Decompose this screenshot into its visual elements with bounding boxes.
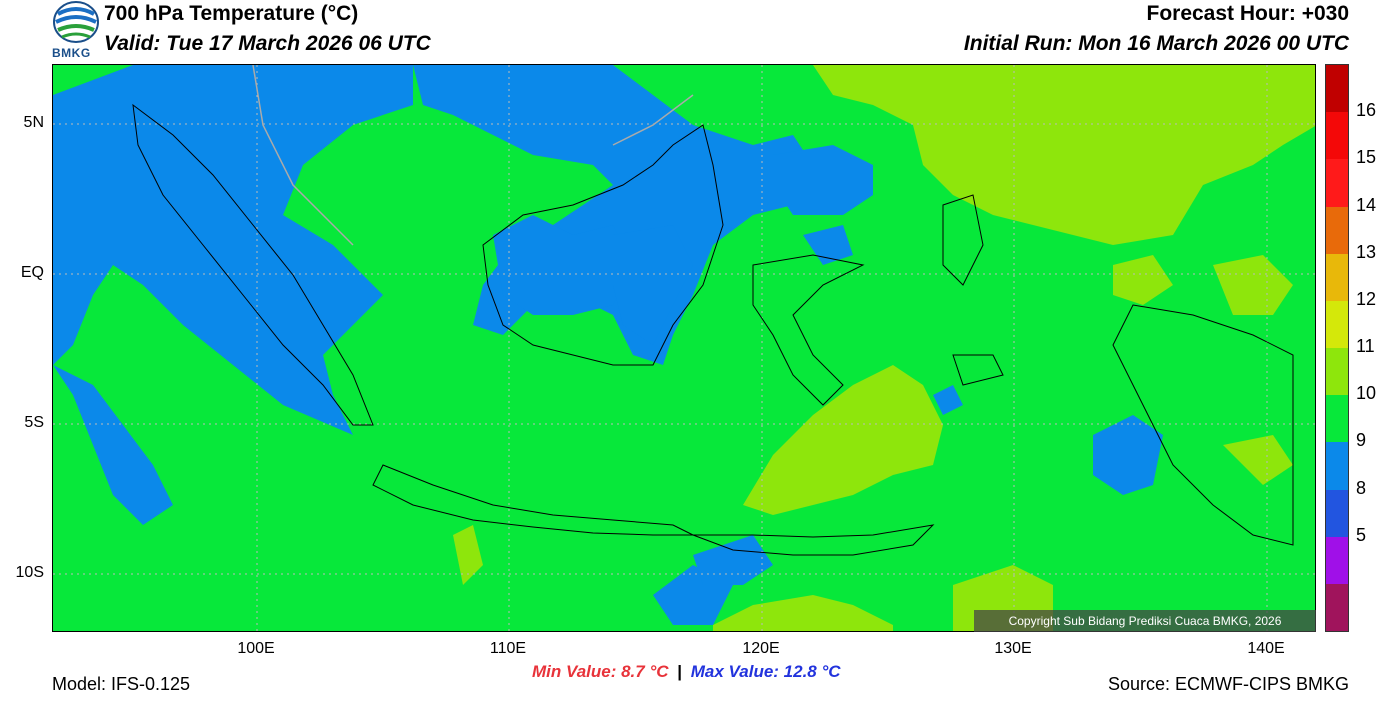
source-label: Source: ECMWF-CIPS BMKG [1107,674,1349,694]
valid-time: Valid: Tue 17 March 2026 06 UTC [104,32,431,55]
lon-label-130e: 130E [994,640,1032,657]
lat-label-eq: EQ [20,264,44,281]
gridlines [53,65,1315,631]
colorbar-segment [1326,442,1348,490]
colorbar-label: 15 [1356,147,1377,168]
initial-run: Initial Run: Mon 16 March 2026 00 UTC [963,32,1349,55]
colorbar-segment [1326,253,1348,302]
lat-label-10s: 10S [15,564,44,581]
lon-label-140e: 140E [1247,640,1285,657]
temperature-map [52,64,1316,632]
forecast-hour: Forecast Hour: +030 [1146,2,1350,25]
lon-label-120e: 120E [742,640,780,657]
min-max-values: Min Value: 8.7 °C | Max Value: 12.8 °C [532,662,841,682]
logo-text: BMKG [52,46,91,60]
colorbar-label: 10 [1356,383,1377,404]
colorbar [1325,64,1349,632]
model-label: Model: IFS-0.125 [52,674,191,694]
colorbar-segment [1326,112,1348,160]
min-max-separator: | [677,662,683,681]
colorbar-label: 12 [1356,288,1377,309]
colorbar-segment [1326,159,1348,207]
colorbar-segment [1326,489,1348,538]
colorbar-segment [1326,583,1348,632]
min-value: Min Value: 8.7 °C [532,662,669,681]
colorbar-label: 8 [1356,477,1367,498]
colorbar-segment [1326,395,1348,443]
colorbar-label: 16 [1356,100,1377,121]
bmkg-logo [50,0,102,62]
lat-label-5s: 5S [24,414,44,431]
colorbar-segment [1326,65,1348,113]
coastlines [132,65,1294,556]
colorbar-segment [1326,300,1348,349]
copyright-notice: Copyright Sub Bidang Prediksi Cuaca BMKG… [974,610,1316,632]
colorbar-segment [1326,536,1348,585]
max-value: Max Value: 12.8 °C [690,662,841,681]
colorbar-label: 9 [1356,430,1367,451]
colorbar-label: 13 [1356,241,1377,262]
colorbar-label: 11 [1356,336,1375,356]
map-canvas [53,65,1315,631]
colorbar-label: 5 [1356,524,1367,545]
lon-label-100e: 100E [237,640,275,657]
lon-label-110e: 110E [489,640,527,657]
chart-title: 700 hPa Temperature (°C) [104,2,359,25]
colorbar-label: 14 [1356,194,1377,215]
colorbar-segment [1326,206,1348,255]
bmkg-logo-icon [53,1,99,43]
lat-label-5n: 5N [23,114,44,131]
colorbar-segment [1326,348,1348,396]
